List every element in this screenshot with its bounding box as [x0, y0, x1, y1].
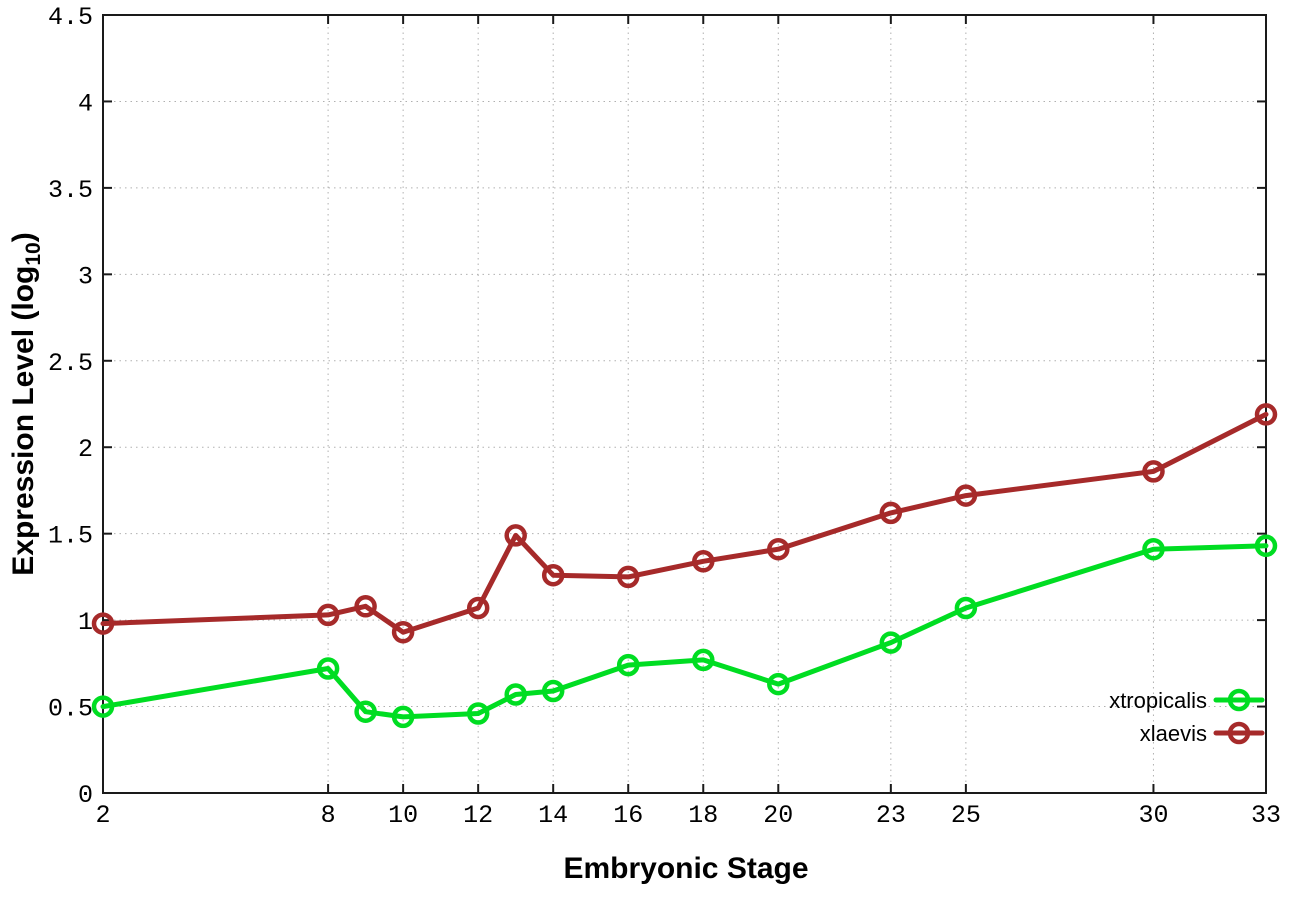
- x-tick-label: 20: [763, 801, 793, 830]
- data-point-marker-xtropicalis: [767, 672, 790, 696]
- data-point-marker-xtropicalis: [616, 653, 640, 677]
- data-point-marker-xlaevis: [466, 596, 490, 620]
- y-tick-label: 0: [78, 781, 93, 810]
- x-tick-label: 14: [538, 801, 568, 830]
- y-axis-title: Expression Level (log10): [7, 232, 45, 575]
- x-tick-label: 25: [951, 801, 981, 830]
- data-point-marker-xlaevis: [616, 565, 640, 589]
- y-tick-label: 1.5: [48, 522, 93, 551]
- legend-label-xlaevis: xlaevis: [1140, 721, 1207, 746]
- legend: xtropicalis xlaevis: [1109, 688, 1265, 746]
- x-tick-label: 18: [688, 801, 718, 830]
- legend-label-xtropicalis: xtropicalis: [1109, 688, 1207, 713]
- y-tick-label: 3.5: [48, 176, 93, 205]
- x-axis-title: Embryonic Stage: [563, 852, 808, 885]
- data-point-marker-xlaevis: [954, 484, 978, 507]
- y-tick-label: 0.5: [48, 695, 93, 724]
- x-tick-label: 30: [1138, 801, 1168, 830]
- data-point-marker-xtropicalis: [879, 631, 903, 654]
- series-line-xlaevis: [100, 411, 1269, 635]
- data-point-marker-xlaevis: [391, 620, 415, 644]
- data-point-marker-xlaevis: [1254, 403, 1278, 426]
- series-line-xtropicalis: [100, 543, 1269, 720]
- data-point-marker-xlaevis: [316, 603, 340, 627]
- data-point-marker-xtropicalis: [954, 596, 978, 620]
- data-point-marker-xtropicalis: [1142, 537, 1165, 561]
- data-point-marker-xtropicalis: [391, 705, 415, 729]
- x-tick-label: 10: [388, 801, 418, 830]
- y-tick-label: 2.5: [48, 349, 93, 378]
- data-point-marker-xlaevis: [879, 501, 903, 525]
- data-point-marker-xlaevis: [692, 550, 715, 573]
- x-tick-label: 16: [613, 801, 643, 830]
- y-axis-title-close: ): [7, 232, 40, 242]
- y-axis-title-subscript: 10: [22, 242, 45, 265]
- tick-labels-layer: 2 8 10 12 14 16 18 20 23 25 30 33 0 0.5 1 1.5 2 2.5 3 3.5 4 4…: [48, 3, 1281, 830]
- data-point-marker-xlaevis: [354, 595, 377, 618]
- data-point-marker-xtropicalis: [354, 700, 377, 723]
- x-tick-label: 33: [1251, 801, 1281, 830]
- y-axis-title-main: Expression Level (log: [7, 266, 40, 576]
- x-tick-label: 12: [463, 801, 493, 830]
- series-layer: [91, 403, 1278, 729]
- y-tick-label: 3: [78, 262, 93, 291]
- data-point-marker-xlaevis: [767, 537, 790, 561]
- y-tick-label: 4: [78, 89, 93, 118]
- x-tick-label: 8: [321, 801, 336, 830]
- x-tick-label: 23: [876, 801, 906, 830]
- legend-sample-marker: [1227, 721, 1251, 745]
- data-point-marker-xtropicalis: [91, 695, 115, 718]
- y-tick-label: 2: [78, 435, 93, 464]
- data-point-marker-xtropicalis: [466, 702, 490, 725]
- data-point-marker-xtropicalis: [541, 679, 565, 703]
- legend-sample-marker: [1227, 688, 1251, 712]
- data-point-marker-xtropicalis: [1254, 534, 1278, 558]
- data-point-marker-xtropicalis: [504, 683, 527, 706]
- y-tick-label: 1: [78, 608, 93, 637]
- data-point-marker-xlaevis: [541, 563, 565, 587]
- x-tick-label: 2: [95, 801, 110, 830]
- data-point-marker-xtropicalis: [316, 657, 340, 680]
- data-point-marker-xtropicalis: [692, 648, 715, 672]
- data-point-marker-xlaevis: [504, 524, 527, 547]
- data-point-marker-xlaevis: [1142, 460, 1165, 483]
- data-point-marker-xlaevis: [91, 612, 115, 635]
- y-tick-label: 4.5: [48, 3, 93, 32]
